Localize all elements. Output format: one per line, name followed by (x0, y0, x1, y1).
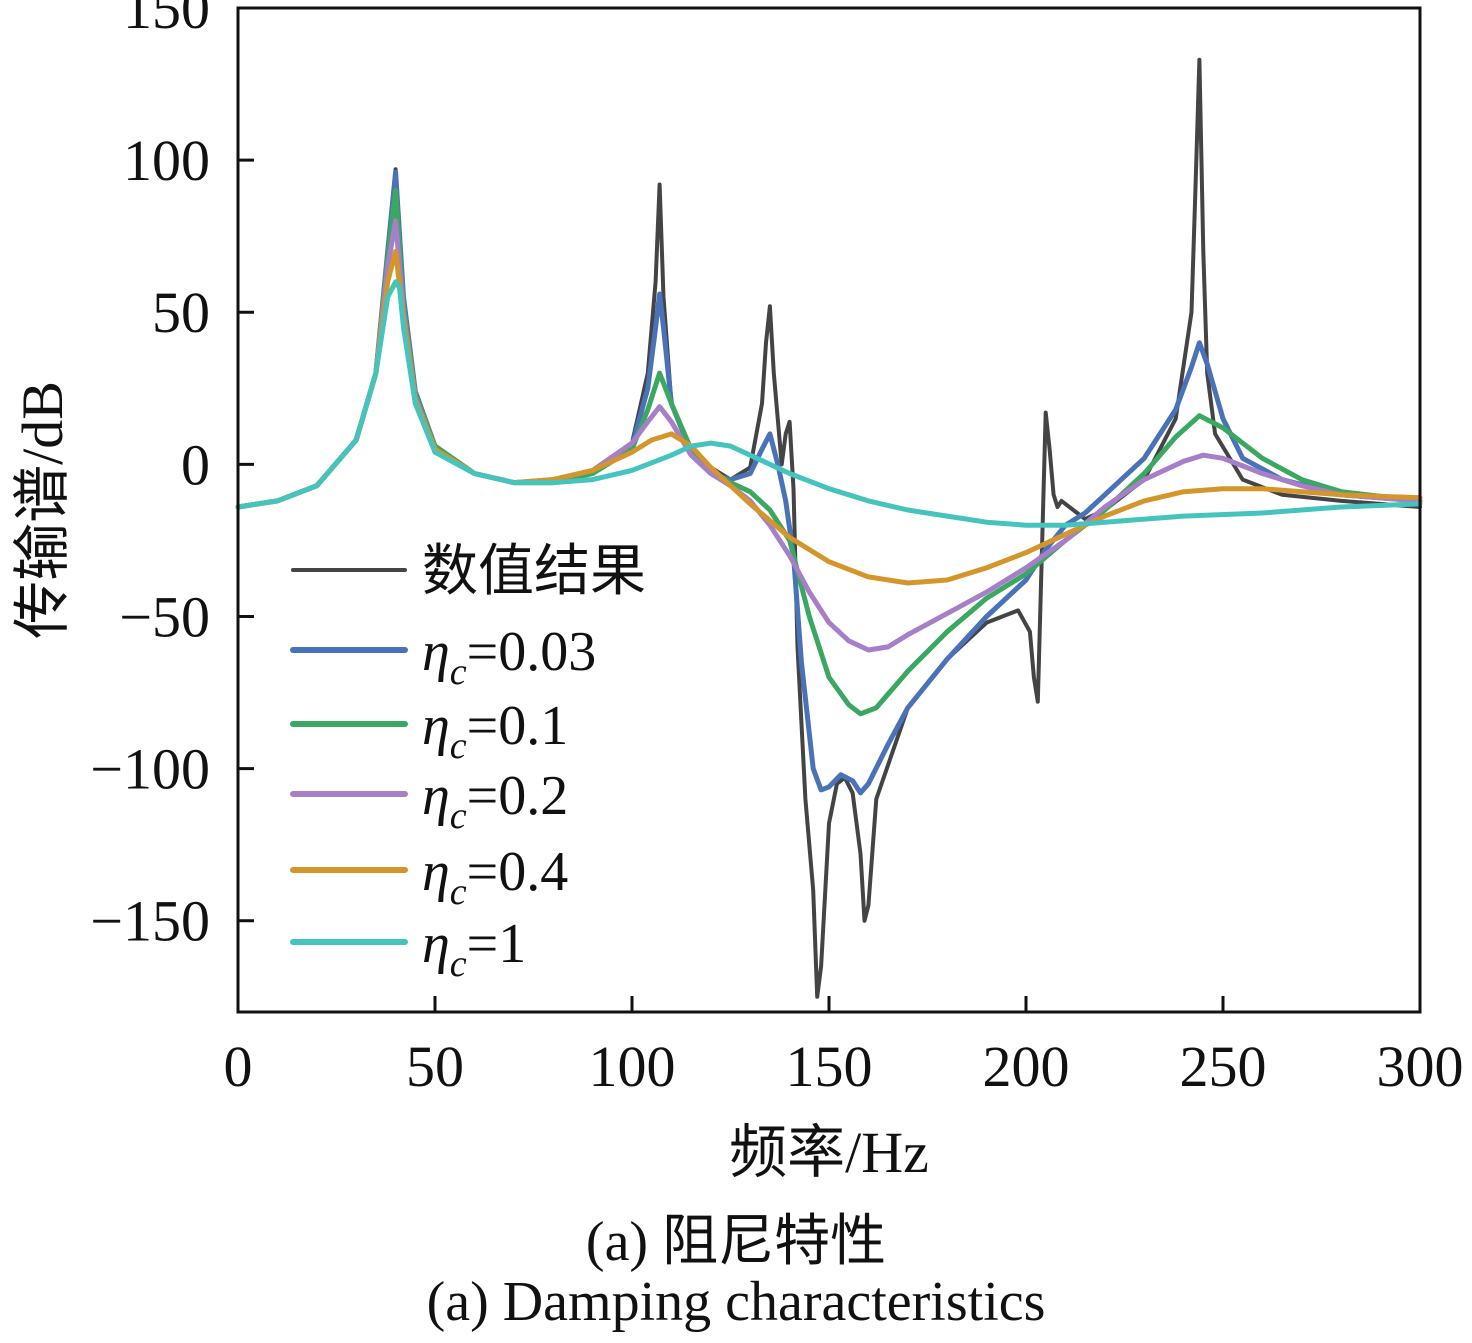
legend-label-4: ηc=0.4 (422, 841, 568, 913)
plot-marks (235, 57, 1423, 999)
y-tick-label: −50 (119, 584, 210, 649)
legend-label-5: ηc=1 (422, 913, 526, 985)
series-line-3 (235, 218, 1423, 653)
x-axis: 0 50 100 150 200 250 300 (224, 996, 1464, 1099)
figure-caption-english: (a) Damping characteristics (426, 1271, 1046, 1333)
x-axis-title: 频率/Hz (729, 1120, 929, 1185)
y-tick-label: 100 (123, 128, 210, 193)
y-tick-label: −150 (90, 889, 210, 954)
legend-label-2: ηc=0.1 (422, 695, 568, 767)
x-tick-label: 150 (786, 1034, 873, 1099)
y-axis: 150 100 50 0 −50 −100 −150 (90, 0, 254, 954)
x-tick-label: 100 (589, 1034, 676, 1099)
series-line-4 (235, 248, 1423, 586)
series-line-0 (236, 57, 1422, 999)
y-tick-label: −100 (90, 737, 210, 802)
figure-caption-chinese: (a) 阻尼特性 (585, 1211, 887, 1273)
y-tick-label: 0 (181, 432, 210, 497)
legend-label-0: 数值结果 (422, 541, 646, 603)
series-line-1 (235, 169, 1423, 796)
y-tick-label: 150 (123, 0, 210, 41)
y-axis-title: 传输谱/dB (10, 381, 75, 639)
x-tick-label: 250 (1180, 1034, 1267, 1099)
x-tick-label: 300 (1377, 1034, 1464, 1099)
legend-label-3: ηc=0.2 (422, 765, 568, 837)
series-line-2 (235, 188, 1423, 717)
legend-label-1: ηc=0.03 (422, 621, 596, 693)
x-tick-label: 200 (983, 1034, 1070, 1099)
x-tick-label: 0 (224, 1034, 253, 1099)
series-line-5 (235, 279, 1423, 528)
plot-frame (236, 6, 1422, 1014)
x-tick-label: 50 (406, 1034, 464, 1099)
y-tick-label: 50 (152, 280, 210, 345)
